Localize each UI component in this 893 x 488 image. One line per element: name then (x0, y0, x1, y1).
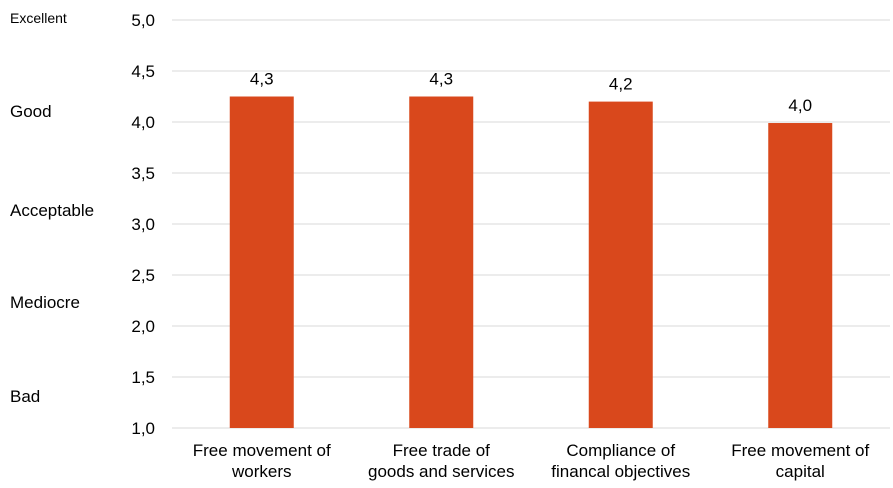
x-tick-label: Compliance of (566, 441, 675, 460)
data-labels: 4,3 4,3 4,2 4,0 (250, 70, 812, 116)
x-tick-label: financal objectives (551, 462, 690, 481)
y-axis-ticks: 1,0 1,5 2,0 2,5 3,0 3,5 4,0 4,5 5,0 (131, 11, 155, 438)
x-tick-label: capital (776, 462, 825, 481)
rating-label-acceptable: Acceptable (10, 201, 95, 220)
x-tick-label: workers (231, 462, 292, 481)
rating-label-excellent: Excellent (10, 10, 67, 26)
data-label: 4,3 (429, 70, 453, 89)
y-tick-label: 2,5 (131, 266, 155, 285)
x-tick-label: Free movement of (731, 441, 869, 460)
y-tick-label: 1,0 (131, 419, 155, 438)
bars (229, 96, 833, 429)
data-label: 4,3 (250, 70, 274, 89)
rating-label-bad: Bad (10, 387, 41, 406)
y-tick-label: 4,0 (131, 113, 155, 132)
data-label: 4,2 (609, 75, 633, 94)
data-label: 4,0 (788, 96, 812, 115)
bar (768, 123, 833, 429)
rating-label-mediocre: Mediocre (10, 293, 80, 312)
y-tick-label: 3,0 (131, 215, 155, 234)
y-tick-label: 5,0 (131, 11, 155, 30)
bar (229, 96, 294, 428)
y-tick-label: 2,0 (131, 317, 155, 336)
y-tick-label: 1,5 (131, 368, 155, 387)
y-tick-label: 4,5 (131, 62, 155, 81)
x-tick-label: Free trade of (393, 441, 491, 460)
x-axis-labels: Free movement of workers Free trade of good… (193, 441, 870, 481)
y-tick-label: 3,5 (131, 164, 155, 183)
bar (588, 101, 653, 428)
x-tick-label: Free movement of (193, 441, 331, 460)
bar (409, 96, 474, 428)
x-tick-label: goods and services (368, 462, 514, 481)
rating-label-good: Good (10, 102, 52, 121)
